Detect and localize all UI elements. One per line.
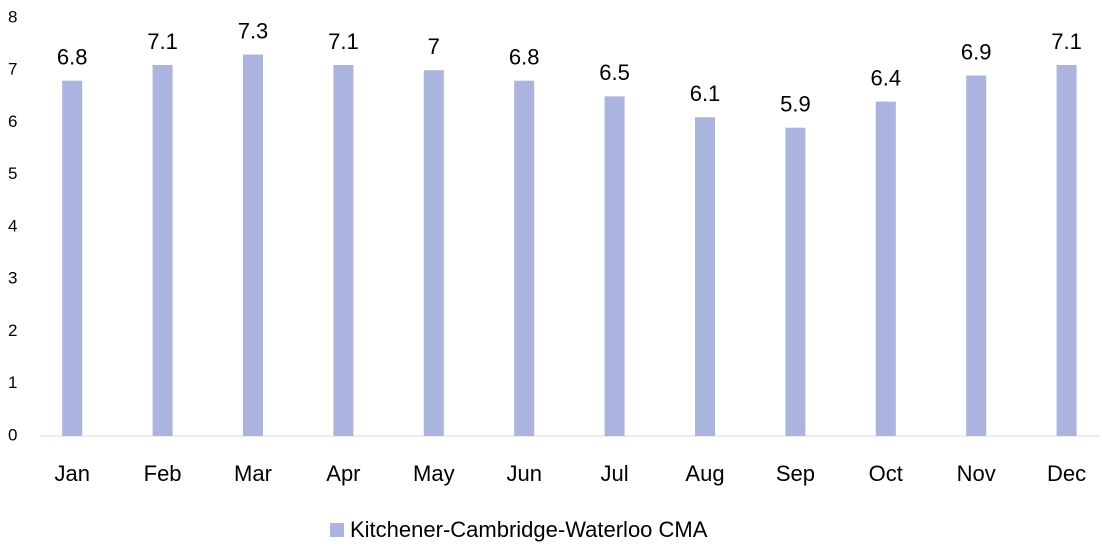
data-label: 7.3 [238,18,269,43]
bar [966,75,987,436]
x-tick-label: Jan [54,461,89,486]
y-tick-label: 1 [8,373,17,392]
x-tick-label: Aug [685,461,724,486]
y-tick-label: 8 [8,7,17,26]
legend-swatch [330,523,344,537]
y-tick-label: 0 [8,425,17,444]
bar [785,127,806,436]
y-tick-label: 5 [8,164,17,183]
bar [604,96,625,436]
data-label: 7 [428,34,440,59]
bar [1056,65,1077,437]
data-label: 6.1 [690,81,721,106]
y-tick-label: 6 [8,112,17,131]
data-label: 6.8 [509,45,540,70]
x-tick-label: Dec [1047,461,1086,486]
bar [333,65,354,437]
y-tick-label: 2 [8,321,17,340]
data-label: 6.4 [871,65,902,90]
x-tick-label: May [413,461,455,486]
bar [514,80,535,436]
data-label: 7.1 [328,29,359,54]
data-label: 6.5 [599,60,630,85]
x-tick-label: Oct [869,461,903,486]
data-label: 6.9 [961,39,992,64]
legend-label: Kitchener-Cambridge-Waterloo CMA [350,517,708,542]
bar [62,80,83,436]
data-label: 5.9 [780,92,811,117]
x-tick-label: Apr [326,461,360,486]
x-tick-label: Jul [601,461,629,486]
y-tick-label: 7 [8,60,17,79]
x-tick-label: Mar [234,461,272,486]
x-tick-label: Nov [957,461,996,486]
bar [243,54,263,436]
data-label: 6.8 [57,45,88,70]
bar [695,117,715,437]
bar [152,65,173,437]
x-tick-label: Feb [144,461,182,486]
data-label: 7.1 [147,29,178,54]
bar [423,70,444,436]
x-tick-label: Sep [776,461,815,486]
data-label: 7.1 [1051,29,1082,54]
x-tick-label: Jun [506,461,541,486]
bar [875,101,896,436]
y-tick-label: 3 [8,269,17,288]
y-tick-label: 4 [8,216,17,235]
